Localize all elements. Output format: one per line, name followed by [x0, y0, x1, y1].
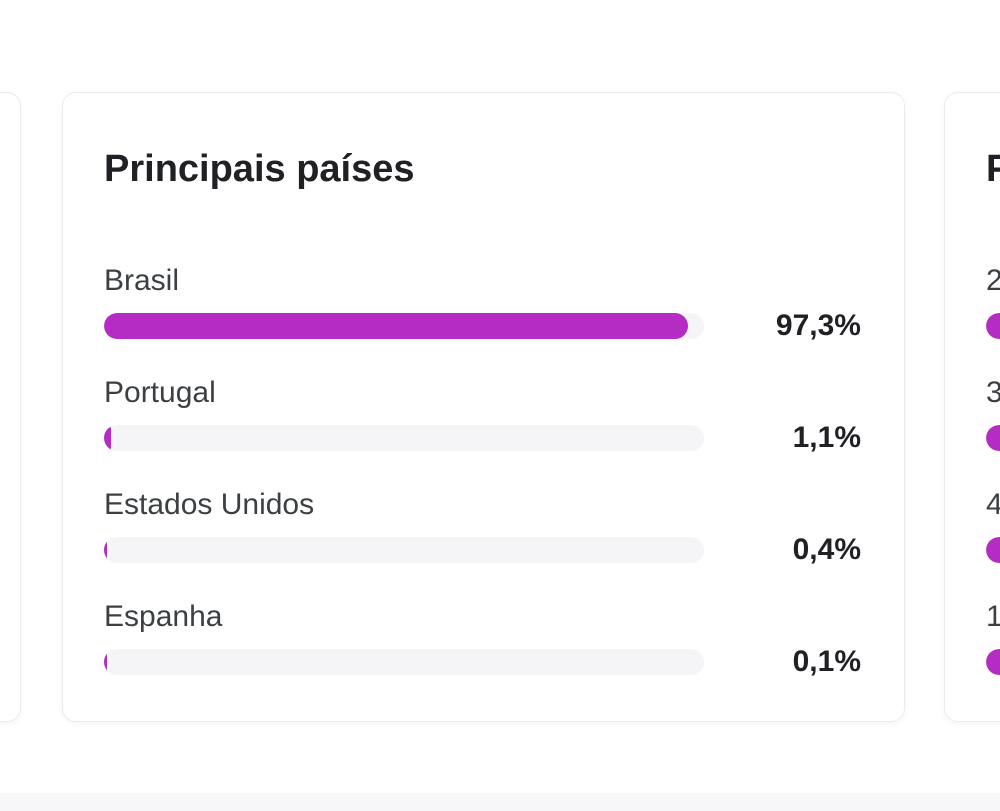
bar-fill: [986, 313, 1000, 339]
percentage-value: 1,1%: [792, 421, 861, 454]
bar-fill: [986, 537, 1000, 563]
previous-card-partial[interactable]: [0, 92, 21, 722]
percentage-value: 0,1%: [792, 645, 861, 678]
percentage-value: 97,3%: [775, 309, 861, 342]
item-label: 3: [986, 376, 1000, 409]
bar-track: [986, 425, 1000, 451]
country-label: Estados Unidos: [104, 488, 315, 521]
card-title: P: [986, 148, 1000, 190]
top-countries-card[interactable]: Principais países Brasil 97,3% Portugal …: [62, 92, 905, 722]
bar-fill: [104, 313, 688, 339]
item-label: 1: [986, 600, 1000, 633]
bar-fill: [986, 425, 1000, 451]
card-title: Principais países: [104, 148, 415, 190]
next-card-partial[interactable]: P 2 3 4: [944, 92, 1000, 722]
list-item: 3: [986, 373, 1000, 451]
bar-track: [986, 649, 1000, 675]
bar-track: [986, 313, 1000, 339]
country-label: Brasil: [104, 264, 180, 297]
list-item: 2: [986, 261, 1000, 339]
list-item: 4: [986, 485, 1000, 563]
bar-fill: [104, 425, 111, 451]
bar-fill: [104, 649, 107, 675]
country-row: Espanha 0,1%: [104, 597, 861, 678]
country-row: Estados Unidos 0,4%: [104, 485, 861, 566]
item-label: 2: [986, 264, 1000, 297]
country-row: Brasil 97,3%: [104, 261, 861, 342]
percentage-value: 0,4%: [792, 533, 861, 566]
bar-track: [104, 313, 704, 339]
bar-track: [104, 537, 704, 563]
bar-fill: [986, 649, 1000, 675]
list-item: 1: [986, 597, 1000, 675]
bar-track: [104, 649, 704, 675]
item-label: 4: [986, 488, 1000, 521]
country-label: Espanha: [104, 600, 223, 633]
bar-track: [986, 537, 1000, 563]
bar-fill: [104, 537, 107, 563]
country-label: Portugal: [104, 376, 216, 409]
bottom-strip: [0, 793, 1000, 811]
country-row: Portugal 1,1%: [104, 373, 861, 454]
bar-track: [104, 425, 704, 451]
